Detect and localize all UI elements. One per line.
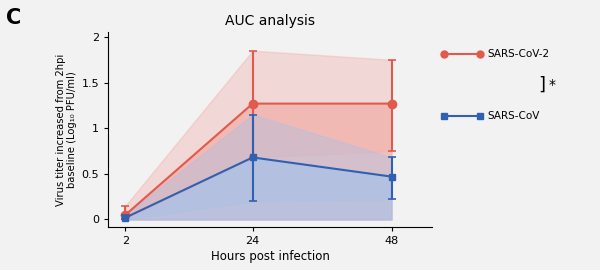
X-axis label: Hours post infection: Hours post infection bbox=[211, 250, 329, 263]
Text: ]: ] bbox=[538, 76, 545, 94]
Title: AUC analysis: AUC analysis bbox=[225, 15, 315, 28]
Text: *: * bbox=[549, 78, 556, 92]
Text: SARS-CoV-2: SARS-CoV-2 bbox=[487, 49, 550, 59]
Text: SARS-CoV: SARS-CoV bbox=[487, 111, 539, 121]
Text: C: C bbox=[6, 8, 21, 28]
Y-axis label: Virus titer increased from 2hpi
baseline (Log₁₀ PFU/ml): Virus titer increased from 2hpi baseline… bbox=[56, 53, 77, 206]
